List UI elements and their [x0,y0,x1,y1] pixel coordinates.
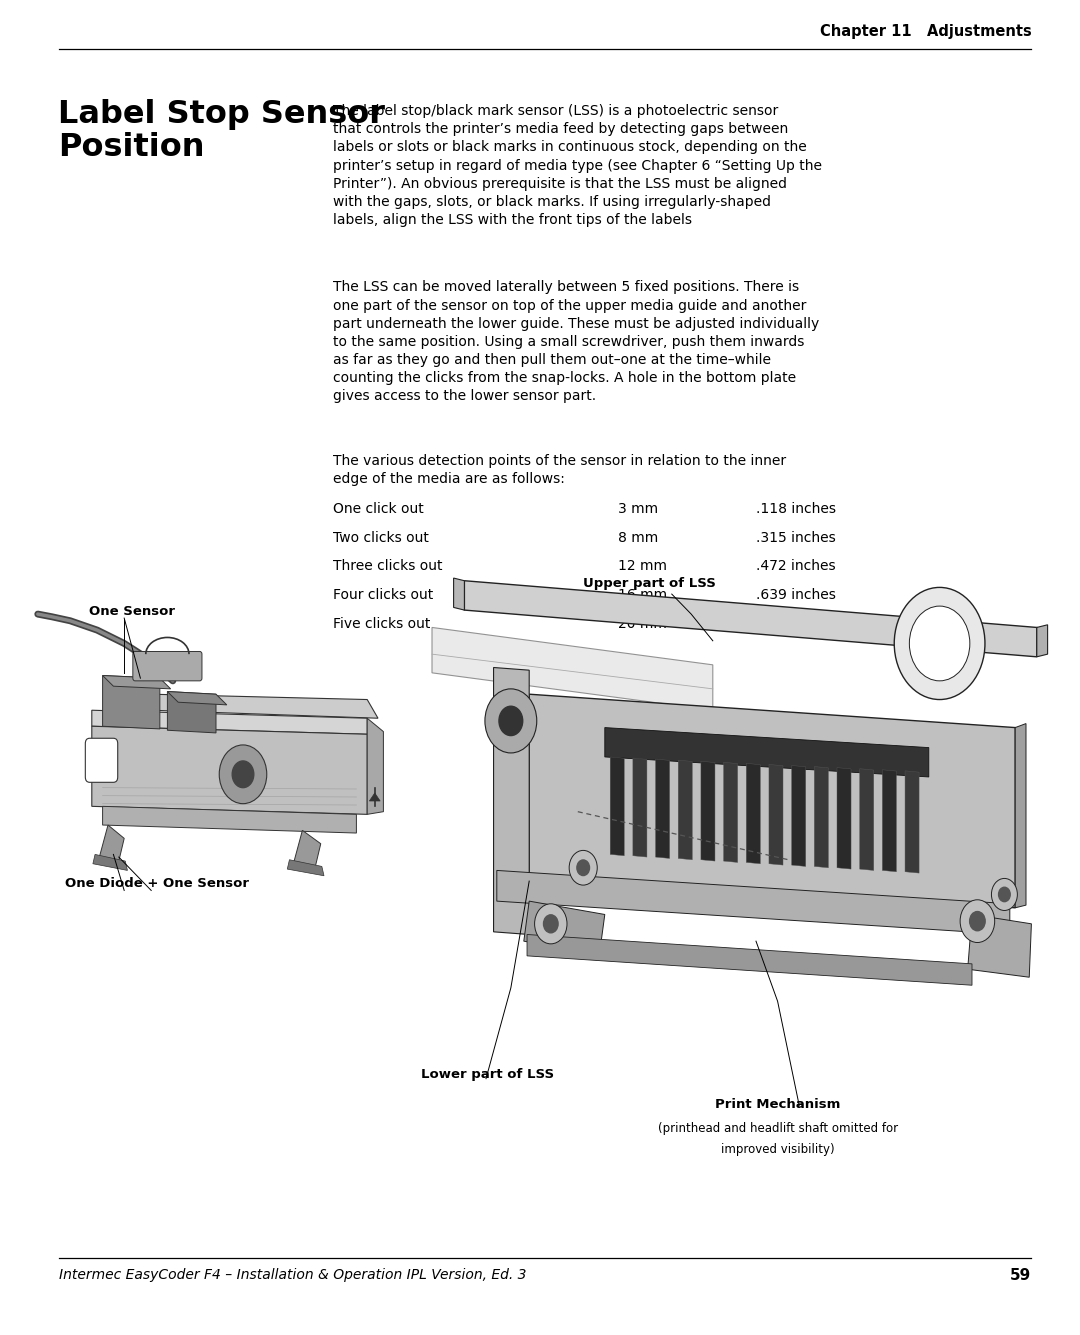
Polygon shape [678,760,692,860]
Circle shape [569,850,597,885]
Text: Four clicks out: Four clicks out [333,587,433,602]
Text: 20 mm: 20 mm [618,617,666,630]
Text: The label stop/black mark sensor (LSS) is a photoelectric sensor
that controls t: The label stop/black mark sensor (LSS) i… [333,104,822,227]
Polygon shape [1037,625,1048,657]
Circle shape [232,761,254,788]
Polygon shape [746,764,760,864]
Polygon shape [527,934,972,985]
Circle shape [543,914,558,933]
Polygon shape [92,726,367,814]
Circle shape [970,912,985,930]
Polygon shape [167,692,227,705]
Text: Upper part of LSS: Upper part of LSS [583,577,716,590]
Polygon shape [464,581,1037,657]
Polygon shape [814,766,828,868]
Text: Three clicks out: Three clicks out [333,559,442,573]
Polygon shape [99,825,124,861]
Text: .472 inches: .472 inches [756,559,836,573]
Polygon shape [369,793,380,801]
Polygon shape [837,768,851,869]
Circle shape [219,745,267,804]
Text: 59: 59 [1010,1268,1031,1283]
Polygon shape [524,901,605,955]
Text: Chapter 11   Adjustments: Chapter 11 Adjustments [820,24,1031,39]
Polygon shape [103,806,356,833]
Circle shape [577,860,590,876]
Text: Intermec EasyCoder F4 – Installation & Operation IPL Version, Ed. 3: Intermec EasyCoder F4 – Installation & O… [59,1268,527,1282]
Circle shape [485,689,537,753]
Polygon shape [1015,724,1026,908]
Text: .787 inches: .787 inches [756,617,836,630]
Polygon shape [432,627,713,710]
Polygon shape [103,676,171,689]
Polygon shape [792,765,806,866]
Text: Label Stop Sensor
Position: Label Stop Sensor Position [58,99,386,163]
Circle shape [991,878,1017,910]
Text: One Sensor: One Sensor [89,605,175,618]
Polygon shape [92,710,367,734]
Polygon shape [103,676,160,729]
Text: .118 inches: .118 inches [756,502,836,515]
Polygon shape [724,762,738,862]
Circle shape [499,706,523,736]
Circle shape [535,904,567,944]
Polygon shape [367,718,383,814]
Text: 16 mm: 16 mm [618,587,666,602]
Circle shape [999,888,1010,901]
Polygon shape [656,760,670,858]
Text: The various detection points of the sensor in relation to the inner
edge of the : The various detection points of the sens… [333,454,786,486]
Polygon shape [529,694,1015,908]
Polygon shape [905,770,919,873]
Circle shape [909,606,970,681]
Text: 12 mm: 12 mm [618,559,666,573]
Polygon shape [610,757,624,856]
Polygon shape [497,870,1010,934]
Polygon shape [605,728,929,777]
Polygon shape [769,765,783,865]
Polygon shape [454,578,464,610]
Polygon shape [151,694,378,718]
Text: Five clicks out: Five clicks out [333,617,430,630]
Text: Lower part of LSS: Lower part of LSS [421,1068,554,1081]
Text: One click out: One click out [333,502,423,515]
Polygon shape [701,761,715,861]
Text: Two clicks out: Two clicks out [333,530,429,545]
Text: 3 mm: 3 mm [618,502,658,515]
FancyBboxPatch shape [85,738,118,782]
Text: improved visibility): improved visibility) [720,1143,835,1156]
Circle shape [960,900,995,943]
Polygon shape [294,830,321,866]
Polygon shape [633,758,647,857]
Text: Print Mechanism: Print Mechanism [715,1097,840,1111]
Text: .315 inches: .315 inches [756,530,836,545]
Polygon shape [167,692,216,733]
Polygon shape [860,769,874,870]
Circle shape [894,587,985,700]
Text: (printhead and headlift shaft omitted for: (printhead and headlift shaft omitted fo… [658,1121,897,1135]
Polygon shape [287,860,324,876]
FancyBboxPatch shape [133,651,202,681]
Text: 8 mm: 8 mm [618,530,658,545]
Text: The LSS can be moved laterally between 5 fixed positions. There is
one part of t: The LSS can be moved laterally between 5… [333,280,819,403]
Polygon shape [93,854,127,870]
Polygon shape [494,668,529,934]
Text: .639 inches: .639 inches [756,587,836,602]
Polygon shape [882,770,896,872]
Polygon shape [968,914,1031,977]
Text: One Diode + One Sensor: One Diode + One Sensor [65,877,248,890]
